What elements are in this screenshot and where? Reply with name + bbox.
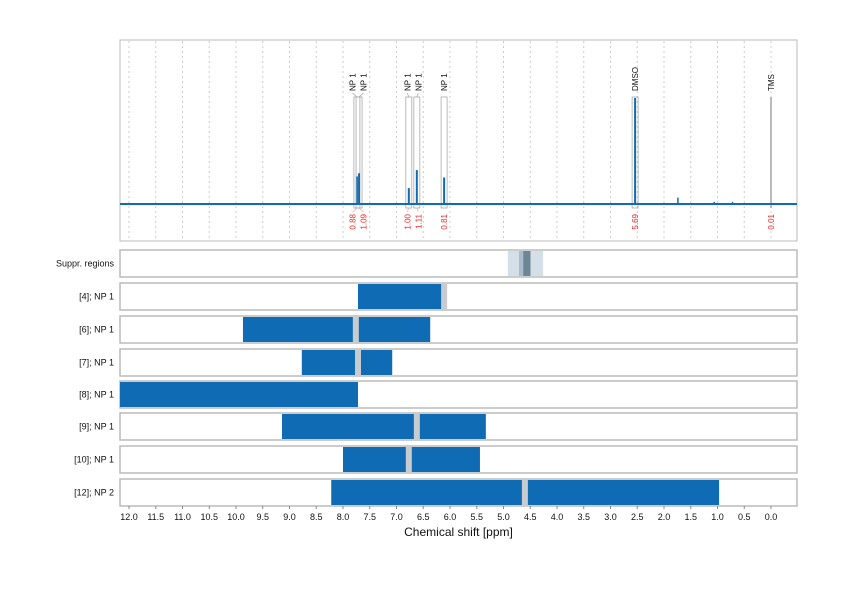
- integral-label-leader: [352, 207, 358, 213]
- range-bar: [242, 317, 431, 342]
- integral-label-leader: [358, 207, 364, 213]
- row-label: [12]; NP 2: [74, 488, 114, 498]
- x-tick-label: 7.0: [390, 512, 403, 522]
- x-tick-label: 1.5: [684, 512, 697, 522]
- peak-label-leader: [358, 92, 364, 98]
- integral-label: 1.09: [359, 213, 368, 229]
- range-bar: [282, 414, 486, 439]
- x-tick-label: 7.5: [363, 512, 376, 522]
- x-tick-label: 8.0: [337, 512, 350, 522]
- row-label: [7]; NP 1: [79, 358, 114, 368]
- peak-marker: [354, 350, 361, 375]
- peak-box: [631, 96, 639, 209]
- x-tick-label: 9.5: [256, 512, 269, 522]
- integral-label: 1.00: [403, 213, 412, 229]
- peak-marker: [441, 284, 448, 309]
- x-tick-label: 5.0: [497, 512, 510, 522]
- x-tick-label: 5.5: [470, 512, 483, 522]
- x-axis-label: Chemical shift [ppm]: [404, 525, 513, 539]
- row-label: Suppr. regions: [56, 259, 115, 269]
- x-tick-label: 4.0: [551, 512, 564, 522]
- x-tick-label: 3.0: [604, 512, 617, 522]
- x-tick-label: 6.0: [444, 512, 457, 522]
- x-tick-label: 10.5: [200, 512, 218, 522]
- peak-label-leader: [416, 92, 419, 98]
- x-tick-label: 3.5: [577, 512, 590, 522]
- peak-marker: [352, 317, 359, 342]
- range-bar: [120, 382, 358, 407]
- x-tick-label: 6.5: [417, 512, 430, 522]
- row-panel: [119, 282, 798, 311]
- integral-label-leader: [416, 207, 419, 213]
- peak-box: [440, 96, 448, 209]
- peak-label: NP 1: [403, 73, 412, 91]
- range-bar: [357, 284, 447, 309]
- row-panel: [119, 315, 798, 344]
- peak-label: NP 1: [440, 73, 449, 91]
- integral-label: 0.81: [440, 213, 449, 229]
- integral-label: 5.69: [631, 213, 640, 229]
- peak-marker: [405, 447, 412, 472]
- x-tick-label: 9.0: [283, 512, 296, 522]
- integral-label: 0.88: [348, 213, 357, 229]
- peak-marker: [521, 480, 528, 505]
- x-tick-label: 0.5: [738, 512, 751, 522]
- row-panel: [119, 348, 798, 377]
- peak-label: DMSO: [631, 67, 640, 91]
- x-tick-label: 11.0: [174, 512, 191, 522]
- peak-label-leader: [352, 92, 358, 98]
- x-tick-label: 11.5: [147, 512, 164, 522]
- peak-label: NP 1: [414, 73, 423, 91]
- x-tick-label: 8.5: [310, 512, 323, 522]
- x-tick-label: 1.0: [711, 512, 724, 522]
- x-tick-label: 2.0: [658, 512, 671, 522]
- x-tick-label: 12.0: [120, 512, 138, 522]
- x-tick-label: 4.5: [524, 512, 537, 522]
- row-label: [9]; NP 1: [79, 422, 114, 432]
- peak-label: TMS: [767, 74, 776, 91]
- row-panel: [119, 249, 798, 278]
- x-tick-label: 10.0: [227, 512, 245, 522]
- x-tick-label: 2.5: [631, 512, 644, 522]
- integral-label: 1.11: [414, 213, 423, 229]
- row-label: [10]; NP 1: [74, 455, 114, 465]
- peak-marker: [413, 414, 420, 439]
- spectrum-panel: [119, 39, 798, 242]
- integral-label: 0.01: [767, 213, 776, 229]
- x-tick-label: 0.0: [765, 512, 778, 522]
- row-label: [8]; NP 1: [79, 390, 114, 400]
- row-label: [4]; NP 1: [79, 292, 114, 302]
- integral-label-leader: [407, 207, 410, 213]
- peak-label: NP 1: [359, 73, 368, 91]
- row-label: [6]; NP 1: [79, 325, 114, 335]
- suppressed-region-center: [523, 251, 531, 276]
- peak-label-leader: [407, 92, 410, 98]
- peak-label: NP 1: [348, 73, 357, 91]
- range-bar: [301, 350, 393, 375]
